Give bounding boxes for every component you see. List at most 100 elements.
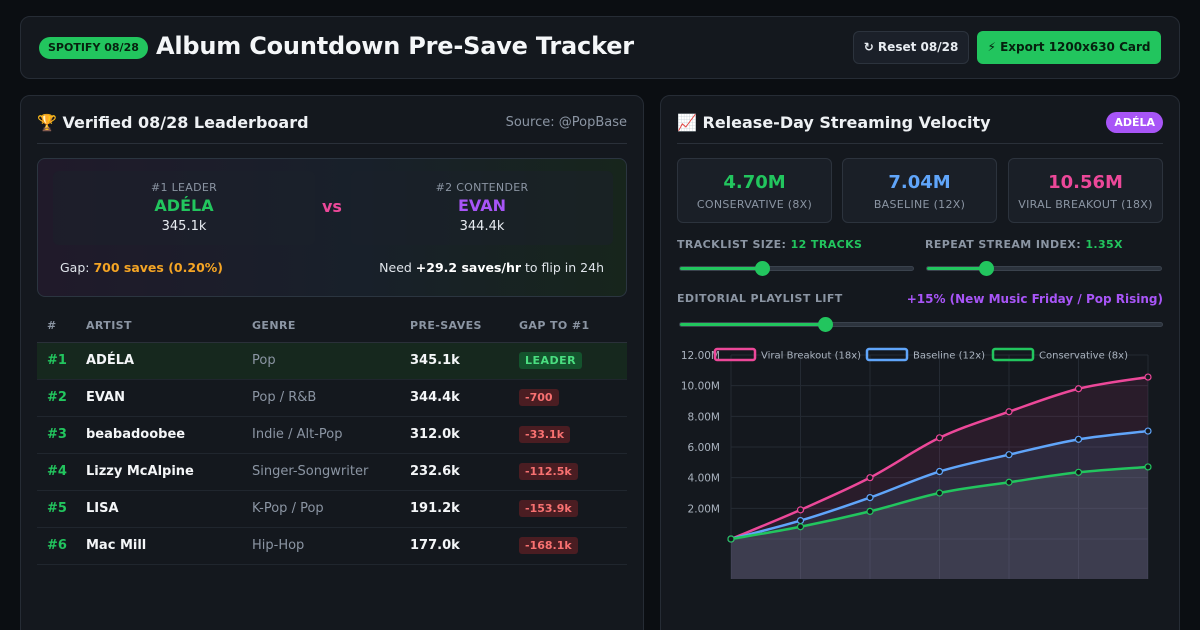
data-point: [1005, 451, 1013, 459]
rank-cell: #5: [37, 490, 86, 528]
table-row[interactable]: #3 beabadoobee Indie / Alt-Pop 312.0k -3…: [37, 416, 627, 454]
presaves-cell: 191.2k: [410, 490, 519, 528]
page-title: Album Countdown Pre-Save Tracker: [156, 32, 634, 60]
table-row[interactable]: #6 Mac Mill Hip-Hop 177.0k -168.1k: [37, 527, 627, 565]
editorial-lift-value: +15% (New Music Friday / Pop Rising): [906, 292, 1163, 306]
tracklist-slider-thumb[interactable]: [754, 261, 770, 276]
genre-cell: K-Pop / Pop: [252, 490, 410, 528]
gap-value: 700 saves (0.20%): [93, 260, 223, 275]
contender-value: 344.4k: [459, 219, 505, 234]
divider: [677, 143, 1163, 144]
series-area: [731, 377, 1148, 579]
data-point: [935, 467, 944, 476]
velocity-title: 📈 Release-Day Streaming Velocity: [677, 113, 991, 132]
need-prefix: Need: [379, 260, 416, 275]
tracklist-slider-fill: [680, 267, 762, 270]
stat-baseline: 7.04M BASELINE (12X): [842, 158, 997, 223]
leader-value: 345.1k: [161, 219, 207, 234]
legend-swatch: [865, 347, 909, 362]
need-suffix: to flip in 24h: [521, 260, 604, 275]
stat-label: VIRAL BREAKOUT (18X): [1018, 198, 1153, 211]
leaderboard-table: # ARTIST GENRE PRE-SAVES GAP TO #1 #1 AD…: [37, 310, 627, 565]
column-header: GENRE: [252, 310, 410, 343]
editorial-slider-thumb[interactable]: [817, 317, 833, 332]
stat-conservative: 4.70M CONSERVATIVE (8X): [677, 158, 832, 223]
gap-cell: -168.1k: [519, 527, 627, 565]
leader-name: ADÉLA: [154, 196, 214, 215]
spotify-date-badge: SPOTIFY 08/28: [39, 37, 148, 59]
data-point: [935, 434, 944, 442]
presaves-cell: 312.0k: [410, 416, 519, 454]
data-point: [1144, 463, 1152, 471]
leader-rank-label: #1 LEADER: [150, 181, 218, 194]
repeat-stream-slider[interactable]: [926, 261, 1162, 276]
presaves-cell: 232.6k: [410, 453, 519, 491]
export-card-button[interactable]: ⚡ Export 1200x630 Card: [977, 31, 1161, 64]
stat-label: CONSERVATIVE (8X): [696, 198, 813, 211]
y-tick-label: 10.00M: [681, 381, 720, 393]
vs-label: vs: [322, 197, 342, 216]
stat-label: BASELINE (12X): [873, 198, 966, 211]
contender-name: EVAN: [458, 196, 506, 215]
table-row[interactable]: #2 EVAN Pop / R&B 344.4k -700: [37, 379, 627, 417]
artist-pill[interactable]: ADÉLA: [1106, 112, 1163, 133]
artist-cell: EVAN: [86, 379, 252, 417]
gap-badge: -153.9k: [519, 500, 578, 517]
genre-cell: Pop / R&B: [252, 379, 410, 417]
data-point: [866, 494, 874, 502]
leaderboard-panel: 🏆 Verified 08/28 Leaderboard Source: @Po…: [20, 95, 644, 630]
data-point: [796, 506, 805, 514]
tracklist-slider[interactable]: [679, 261, 914, 276]
contender-card: #2 CONTENDER EVAN 344.4k: [351, 171, 613, 245]
data-point: [935, 489, 944, 497]
leader-badge: LEADER: [519, 352, 583, 369]
rank-cell: #1: [37, 342, 86, 380]
repeat-stream-label: REPEAT STREAM INDEX: 1.35X: [925, 238, 1123, 251]
artist-cell: LISA: [86, 490, 252, 528]
column-header: GAP TO #1: [519, 310, 627, 343]
gap-prefix: Gap:: [60, 260, 94, 275]
top-header: SPOTIFY 08/28 Album Countdown Pre-Save T…: [20, 16, 1180, 79]
data-point: [1074, 435, 1083, 443]
repeat-slider-thumb[interactable]: [978, 261, 994, 276]
table-row[interactable]: #1 ADÉLA Pop 345.1k LEADER: [37, 342, 627, 380]
stat-value: 4.70M: [723, 172, 786, 193]
tracklist-label-text: TRACKLIST SIZE:: [677, 238, 791, 251]
genre-cell: Indie / Alt-Pop: [252, 416, 410, 454]
artist-cell: Mac Mill: [86, 527, 252, 565]
source-credit: Source: @PopBase: [505, 115, 627, 130]
divider: [37, 143, 627, 144]
gap-badge: -112.5k: [519, 463, 578, 480]
data-point: [1144, 373, 1152, 381]
gap-cell: -33.1k: [519, 416, 627, 454]
repeat-label-text: REPEAT STREAM INDEX:: [925, 238, 1086, 251]
legend-label: Viral Breakout (18x): [761, 351, 861, 362]
y-tick-label: 6.00M: [688, 442, 720, 454]
genre-cell: Singer-Songwriter: [252, 453, 410, 491]
gap-cell: -112.5k: [519, 453, 627, 491]
y-tick-label: 4.00M: [688, 473, 720, 485]
gap-cell: LEADER: [519, 342, 627, 380]
data-point: [727, 535, 735, 543]
gap-cell: -700: [519, 379, 627, 417]
artist-cell: ADÉLA: [86, 342, 252, 380]
data-point: [1005, 478, 1013, 486]
contender-rank-label: #2 CONTENDER: [435, 181, 529, 194]
editorial-lift-slider[interactable]: [679, 317, 1163, 332]
table-row[interactable]: #5 LISA K-Pop / Pop 191.2k -153.9k: [37, 490, 627, 528]
stat-viral: 10.56M VIRAL BREAKOUT (18X): [1008, 158, 1163, 223]
data-point: [1074, 385, 1083, 393]
repeat-slider-fill: [927, 267, 986, 270]
y-tick-label: 2.00M: [688, 503, 720, 515]
table-row[interactable]: #4 Lizzy McAlpine Singer-Songwriter 232.…: [37, 453, 627, 491]
reset-button[interactable]: ↻ Reset 08/28: [853, 31, 969, 64]
data-point: [866, 474, 874, 482]
head-to-head-card: #1 LEADER ADÉLA 345.1k vs #2 CONTENDER E…: [37, 158, 627, 297]
genre-cell: Pop: [252, 342, 410, 380]
rank-cell: #4: [37, 453, 86, 491]
velocity-chart: 12.00M 10.00M 8.00M 6.00M 4.00M 2.00M Viral Br…: [681, 347, 1152, 579]
artist-cell: beabadoobee: [86, 416, 252, 454]
repeat-value: 1.35X: [1085, 238, 1123, 251]
column-header: PRE-SAVES: [410, 310, 519, 343]
need-summary: Need +29.2 saves/hr to flip in 24h: [379, 260, 604, 275]
